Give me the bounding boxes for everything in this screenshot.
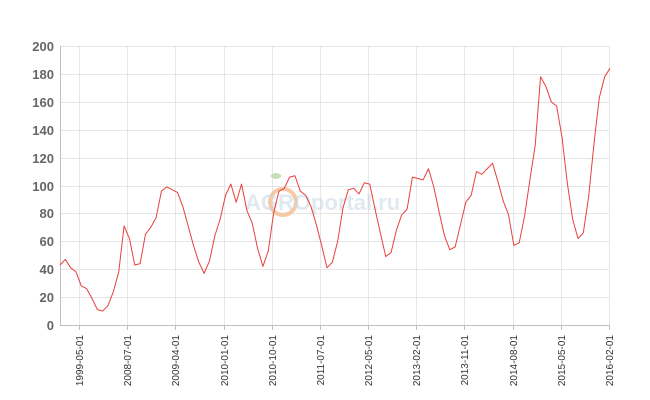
x-axis-ticks: 1999-05-01 2008-07-01 2009-04-01 2010-01-01… bbox=[75, 325, 616, 386]
x-tick-label: 2013-02-01 bbox=[412, 335, 423, 387]
x-tick-label: 2016-02-01 bbox=[605, 335, 616, 387]
y-tick-label: 80 bbox=[40, 206, 54, 221]
y-tick-label: 0 bbox=[47, 318, 54, 333]
series-line bbox=[59, 68, 611, 312]
x-tick-label: 2009-04-01 bbox=[171, 335, 182, 387]
x-tick-label: 2010-10-01 bbox=[268, 335, 279, 387]
watermark-text: AGROportal.ru bbox=[245, 190, 400, 215]
x-tick-label: 1999-05-01 bbox=[75, 335, 86, 387]
x-tick-label: 2008-07-01 bbox=[123, 335, 134, 387]
y-tick-label: 120 bbox=[32, 151, 54, 166]
x-tick-label: 2011-07-01 bbox=[316, 335, 327, 386]
series bbox=[59, 68, 611, 312]
axes bbox=[60, 46, 610, 326]
y-axis-ticks: 0 20 40 60 80 100 120 140 160 180 200 bbox=[32, 39, 54, 333]
y-tick-label: 100 bbox=[32, 179, 54, 194]
x-tick-label: 2013-11-01 bbox=[460, 335, 471, 386]
y-tick-label: 60 bbox=[40, 234, 54, 249]
y-tick-label: 160 bbox=[32, 95, 54, 110]
x-tick-label: 2015-05-01 bbox=[557, 335, 568, 387]
y-tick-label: 40 bbox=[40, 262, 54, 277]
y-tick-label: 140 bbox=[32, 123, 54, 138]
x-tick-label: 2012-05-01 bbox=[364, 335, 375, 387]
x-tick-label: 2014-08-01 bbox=[509, 335, 520, 387]
x-tick-label: 2010-01-01 bbox=[220, 335, 231, 387]
y-tick-label: 20 bbox=[40, 290, 54, 305]
y-tick-label: 200 bbox=[32, 39, 54, 54]
watermark-leaf-icon bbox=[270, 173, 282, 179]
y-tick-label: 180 bbox=[32, 67, 54, 82]
watermark-logo: AGROportal.ru bbox=[245, 173, 400, 217]
grid bbox=[60, 46, 610, 325]
